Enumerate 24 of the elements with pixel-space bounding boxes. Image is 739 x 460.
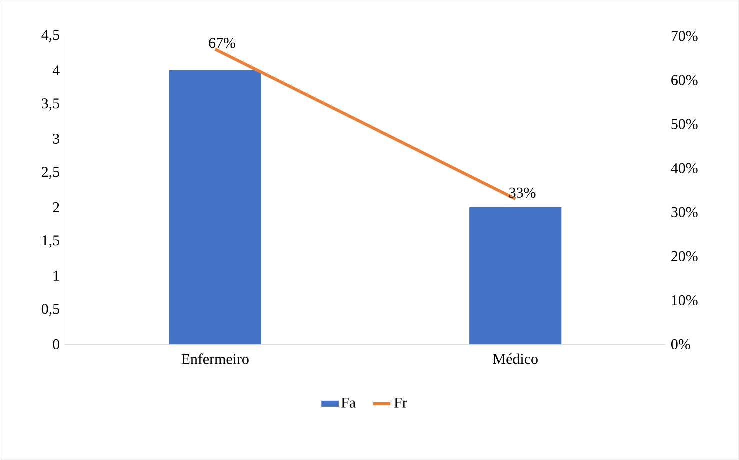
y-tick-label: 4,5: [42, 30, 60, 42]
legend-label: Fa: [342, 398, 356, 408]
y2-tick-label: 40%: [671, 163, 698, 174]
y2-tick-label: 20%: [672, 251, 698, 262]
y2-tick-label: 60%: [672, 75, 698, 86]
y-tick-label: 4: [52, 66, 60, 76]
y2-tick-label: 50%: [672, 119, 698, 130]
y2-tick-label: 70%: [672, 31, 698, 42]
y2-tick-label: 30%: [672, 207, 698, 218]
y-tick-label: 3: [53, 134, 60, 144]
y-tick-label: 1: [54, 271, 60, 282]
y-tick-label: 0,5: [42, 304, 60, 316]
y-tick-label: 1,5: [42, 236, 60, 248]
data-label: 33%: [510, 188, 536, 198]
legend-label: Fr: [394, 398, 408, 408]
data-label: 67%: [209, 38, 236, 48]
y2-tick-label: 10%: [672, 295, 698, 306]
y-tick-label: 2: [53, 202, 60, 213]
x-tick-label: Médico: [493, 354, 538, 364]
x-tick-label: Enfermeiro: [182, 354, 249, 364]
y-tick-label: 3,5: [42, 98, 60, 111]
y-tick-label: 2,5: [42, 167, 60, 180]
y-tick-label: 0: [53, 340, 60, 350]
y2-tick-label: 0%: [671, 340, 690, 350]
